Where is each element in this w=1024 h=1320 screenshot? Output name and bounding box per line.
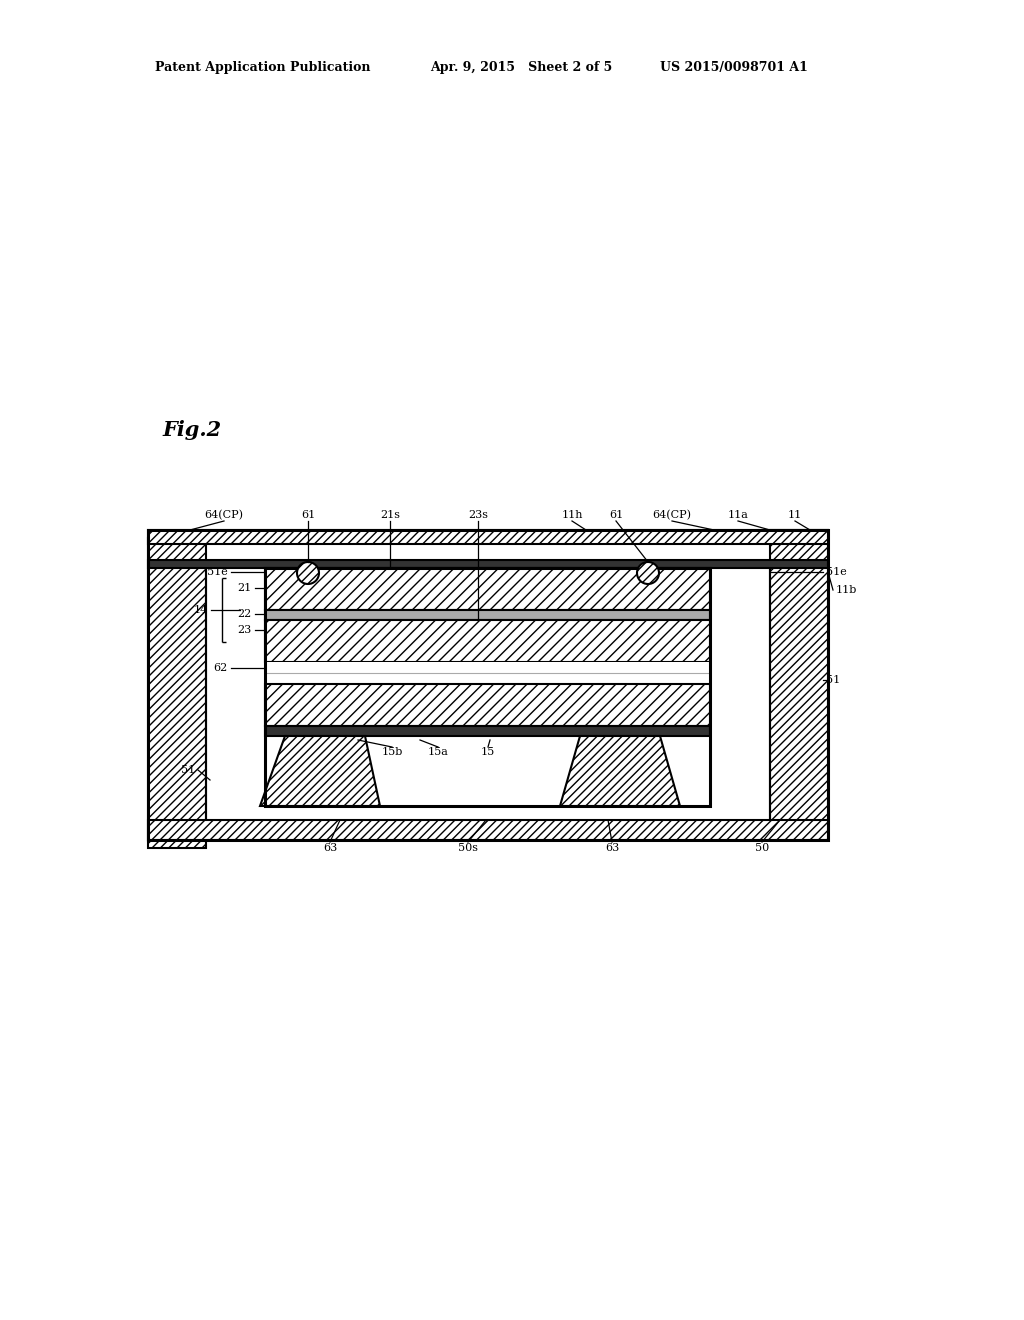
Bar (148, 539, 206, 847)
Bar (265, 737, 710, 807)
Bar (265, 568, 710, 610)
Bar (770, 531, 828, 840)
Text: 63: 63 (605, 843, 620, 853)
Bar (148, 560, 828, 568)
Text: US 2015/0098701 A1: US 2015/0098701 A1 (660, 62, 808, 74)
Text: 11h: 11h (561, 510, 583, 520)
Circle shape (637, 562, 659, 583)
Text: 51e: 51e (826, 568, 847, 577)
Text: 11b: 11b (836, 585, 857, 595)
Text: Patent Application Publication: Patent Application Publication (155, 62, 371, 74)
Text: 50s: 50s (458, 843, 478, 853)
Text: 51: 51 (181, 766, 195, 775)
Bar (148, 531, 828, 840)
Text: 21s: 21s (380, 510, 400, 520)
Text: Fig.2: Fig.2 (162, 420, 221, 440)
Polygon shape (560, 737, 680, 807)
Text: 61: 61 (609, 510, 624, 520)
Text: 51e: 51e (207, 568, 228, 577)
Text: 14: 14 (194, 605, 208, 615)
Text: 61: 61 (301, 510, 315, 520)
Text: Apr. 9, 2015   Sheet 2 of 5: Apr. 9, 2015 Sheet 2 of 5 (430, 62, 612, 74)
Text: 62: 62 (214, 663, 228, 673)
Text: 50: 50 (755, 843, 769, 853)
Circle shape (297, 562, 319, 583)
Polygon shape (260, 737, 380, 807)
Text: 63: 63 (323, 843, 337, 853)
Text: 23: 23 (238, 624, 252, 635)
Text: 15a: 15a (428, 747, 449, 756)
Bar (265, 620, 710, 663)
Bar (148, 531, 828, 544)
Text: 64(CP): 64(CP) (652, 510, 691, 520)
Text: 64(CP): 64(CP) (205, 510, 244, 520)
Text: 11a: 11a (728, 510, 749, 520)
Bar (265, 663, 710, 684)
Text: 15b: 15b (381, 747, 402, 756)
Text: 51: 51 (826, 675, 841, 685)
Bar (265, 726, 710, 737)
Text: 22: 22 (238, 609, 252, 619)
Bar (265, 684, 710, 726)
Bar (148, 820, 828, 840)
Text: 15: 15 (481, 747, 496, 756)
Text: 21: 21 (238, 583, 252, 593)
Bar (206, 568, 770, 820)
Bar (265, 610, 710, 620)
Text: 23s: 23s (468, 510, 488, 520)
Bar (265, 568, 710, 807)
Text: 11: 11 (787, 510, 802, 520)
